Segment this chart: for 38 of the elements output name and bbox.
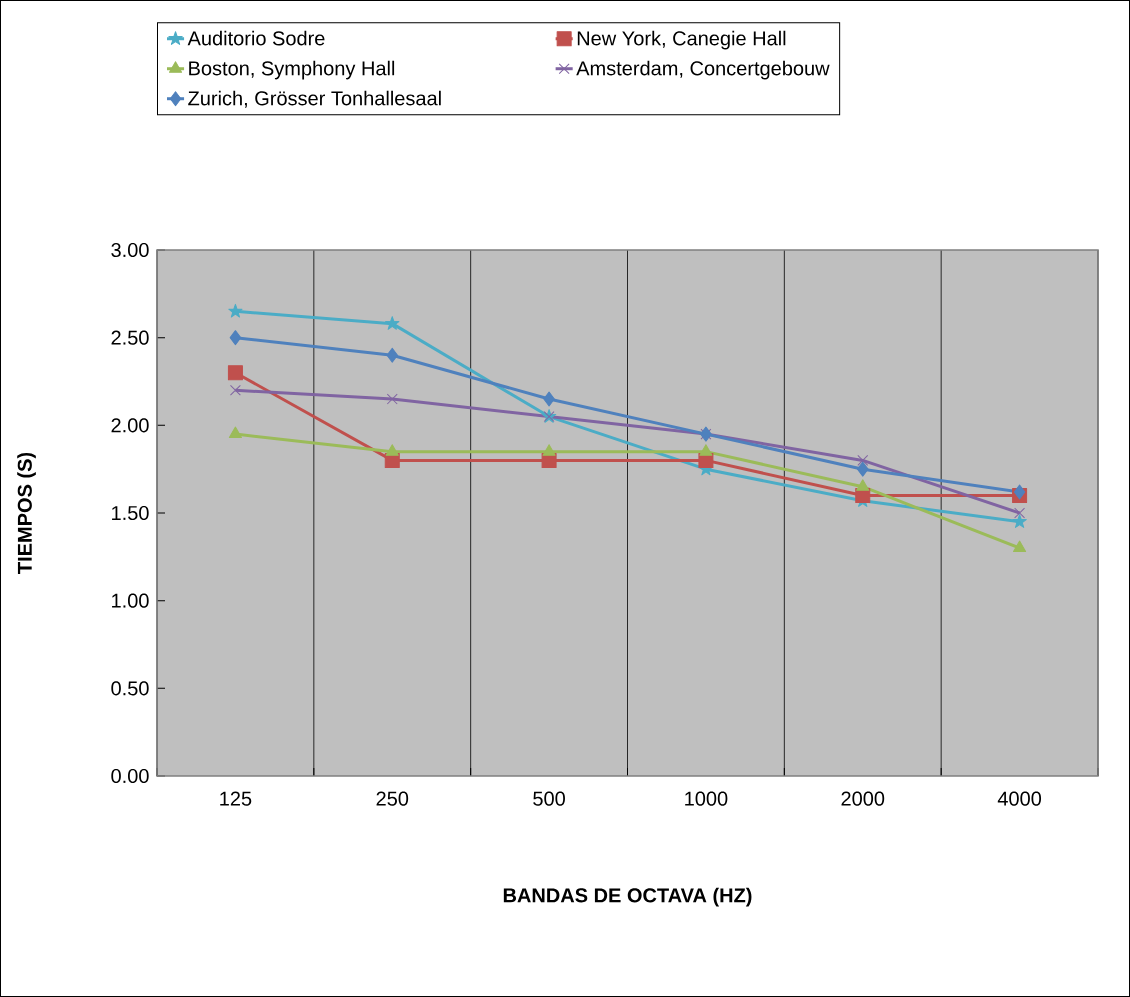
y-tick-label: 2.50 bbox=[111, 330, 149, 345]
x-tick-label: 1000 bbox=[685, 791, 728, 806]
point bbox=[699, 444, 713, 456]
point bbox=[229, 330, 242, 346]
point bbox=[227, 365, 243, 381]
y-tick-label: 3.00 bbox=[111, 242, 149, 258]
point bbox=[385, 444, 399, 456]
x-axis-title: BANDAS DE OCTAVA (HZ) bbox=[503, 887, 752, 907]
legend-label: Auditorio Sodre bbox=[187, 30, 325, 46]
legend-label: Boston, Symphony Hall bbox=[189, 60, 395, 80]
y-tick-label: 1.00 bbox=[112, 593, 149, 608]
legend-label: Amsterdam, Concertgebouw bbox=[576, 60, 830, 80]
point bbox=[856, 479, 870, 491]
point bbox=[1013, 540, 1027, 553]
x-tick-label: 500 bbox=[533, 791, 565, 806]
x-tick-label: 250 bbox=[376, 791, 409, 806]
point bbox=[543, 391, 555, 407]
point bbox=[386, 347, 398, 363]
legend-label: New York, Canegie Hall bbox=[577, 30, 786, 50]
point bbox=[386, 393, 398, 405]
point bbox=[229, 384, 241, 396]
y-tick-label: 0.50 bbox=[111, 681, 149, 696]
y-axis-title: TIEMPOS (S) bbox=[17, 452, 36, 574]
y-tick-label: 2.00 bbox=[111, 418, 149, 433]
point bbox=[542, 444, 556, 456]
point bbox=[1012, 514, 1027, 528]
y-tick-label: 1.50 bbox=[112, 505, 149, 521]
point bbox=[857, 454, 869, 466]
x-tick-label: 2000 bbox=[841, 791, 885, 806]
y-tick-label: 0.00 bbox=[111, 768, 149, 784]
point bbox=[385, 316, 400, 330]
point bbox=[857, 461, 869, 477]
point bbox=[228, 303, 243, 318]
x-tick-label: 4000 bbox=[997, 791, 1042, 806]
point bbox=[228, 426, 242, 439]
point bbox=[1014, 507, 1026, 519]
x-tick-label: 125 bbox=[220, 791, 252, 806]
legend-label: Zurich, Grösser Tonhallesaal bbox=[188, 90, 441, 108]
